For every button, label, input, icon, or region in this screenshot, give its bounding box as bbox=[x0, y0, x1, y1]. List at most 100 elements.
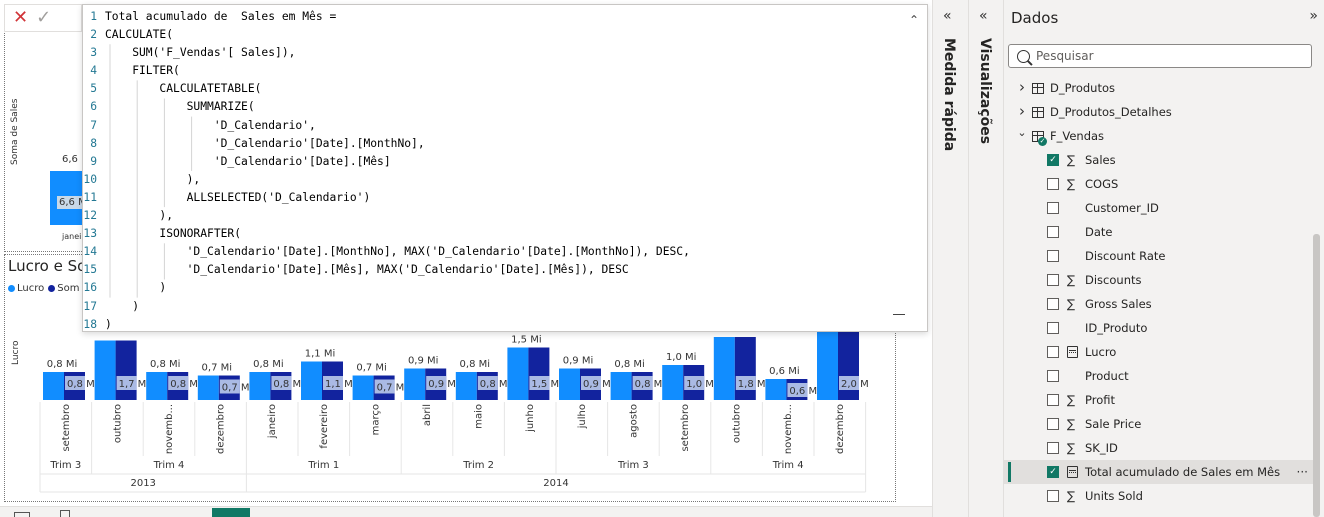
field-checkbox[interactable] bbox=[1047, 226, 1059, 238]
field-product[interactable]: Product bbox=[1004, 364, 1314, 388]
code-line[interactable]: 10 ), bbox=[83, 171, 690, 189]
code-text[interactable]: ) bbox=[105, 317, 112, 331]
field-checkbox[interactable] bbox=[1047, 418, 1059, 430]
code-text[interactable]: ) bbox=[105, 281, 167, 295]
field-sale-price[interactable]: ∑ Sale Price bbox=[1004, 412, 1314, 436]
bar-lucro[interactable] bbox=[43, 372, 64, 400]
search-box[interactable] bbox=[1008, 44, 1312, 68]
code-line[interactable]: 15 'D_Calendario'[Date].[Mês], MAX('D_Ca… bbox=[83, 261, 690, 279]
visualizacoes-pane[interactable]: « Visualizações bbox=[968, 0, 1004, 517]
report-canvas[interactable]: Soma de Sales 6,6 M 6,6 M janei Lucro e … bbox=[0, 0, 932, 517]
field-checkbox[interactable] bbox=[1047, 178, 1059, 190]
page-view-icon[interactable] bbox=[14, 512, 30, 517]
bar-lucro[interactable] bbox=[817, 330, 838, 400]
code-text[interactable]: ALLSELECTED('D_Calendario') bbox=[105, 190, 371, 204]
code-text[interactable]: ), bbox=[105, 172, 201, 186]
bar-lucro[interactable] bbox=[559, 368, 580, 401]
dax-formula-editor[interactable]: 1 Total acumulado de Sales em Mês = 2 CALCU… bbox=[82, 4, 928, 332]
more-options-icon[interactable]: ··· bbox=[1296, 465, 1308, 479]
code-line[interactable]: 7 'D_Calendario', bbox=[83, 117, 690, 135]
code-line[interactable]: 3 SUM('F_Vendas'[ Sales]), bbox=[83, 44, 690, 62]
field-sk-id[interactable]: ∑ SK_ID bbox=[1004, 436, 1314, 460]
code-line[interactable]: 9 'D_Calendario'[Date].[Mês] bbox=[83, 153, 690, 171]
bar-lucro[interactable] bbox=[146, 372, 168, 400]
bar-lucro[interactable] bbox=[352, 375, 374, 401]
chevron-right-icon[interactable]: › bbox=[1019, 78, 1025, 96]
legend-item-lucro[interactable]: Lucro bbox=[8, 283, 44, 294]
code-line[interactable]: 2 CALCULATE( bbox=[83, 26, 690, 44]
bar-lucro[interactable] bbox=[765, 379, 787, 400]
code-text[interactable]: CALCULATETABLE( bbox=[105, 82, 262, 96]
field-checkbox[interactable] bbox=[1047, 298, 1059, 310]
code-text[interactable]: ISONORAFTER( bbox=[105, 227, 242, 241]
field-checkbox[interactable]: ✓ bbox=[1047, 154, 1059, 166]
field-units-sold[interactable]: ∑ Units Sold bbox=[1004, 484, 1314, 508]
field-id-produto[interactable]: ID_Produto bbox=[1004, 316, 1314, 340]
visualizacoes-label[interactable]: Visualizações bbox=[977, 38, 993, 145]
field-discount-rate[interactable]: Discount Rate bbox=[1004, 244, 1314, 268]
code-line[interactable]: 14 'D_Calendario'[Date].[MonthNo], MAX('… bbox=[83, 243, 690, 261]
field-checkbox[interactable] bbox=[1047, 250, 1059, 262]
field-checkbox[interactable] bbox=[1047, 394, 1059, 406]
table-d-produtos[interactable]: › D_Produtos bbox=[1004, 76, 1314, 100]
field-checkbox[interactable] bbox=[1047, 274, 1059, 286]
code-line[interactable]: 17 ) bbox=[83, 298, 690, 316]
bar-lucro[interactable] bbox=[507, 347, 529, 401]
collapse-editor-button[interactable]: ⌃ bbox=[908, 13, 919, 27]
field-date[interactable]: Date bbox=[1004, 220, 1314, 244]
field-checkbox[interactable]: ✓ bbox=[1047, 466, 1059, 478]
code-line[interactable]: 8 'D_Calendario'[Date].[MonthNo], bbox=[83, 135, 690, 153]
field-checkbox[interactable] bbox=[1047, 346, 1059, 358]
code-text[interactable]: FILTER( bbox=[105, 64, 180, 78]
code-line[interactable]: 5 CALCULATETABLE( bbox=[83, 80, 690, 98]
legend-item-soma[interactable]: Som bbox=[48, 283, 79, 294]
code-text[interactable]: ) bbox=[105, 299, 140, 313]
bar-lucro[interactable] bbox=[301, 361, 322, 401]
editor-minimize-icon[interactable] bbox=[893, 314, 905, 315]
code-line[interactable]: 12 ), bbox=[83, 207, 690, 225]
field-profit[interactable]: ∑ Profit bbox=[1004, 388, 1314, 412]
chevron-double-left-icon[interactable]: « bbox=[943, 8, 952, 24]
code-text[interactable]: 'D_Calendario', bbox=[105, 118, 316, 132]
chevron-right-icon[interactable]: › bbox=[1019, 102, 1025, 120]
page-view-icon[interactable] bbox=[60, 510, 70, 517]
field-discounts[interactable]: ∑ Discounts bbox=[1004, 268, 1314, 292]
commit-formula-button[interactable]: ✓ bbox=[36, 7, 52, 28]
code-text[interactable]: SUM('F_Vendas'[ Sales]), bbox=[105, 46, 296, 60]
code-text[interactable]: SUMMARIZE( bbox=[105, 100, 255, 114]
cancel-formula-button[interactable]: ✕ bbox=[13, 7, 29, 28]
code-text[interactable]: ), bbox=[105, 209, 174, 223]
medida-rapida-pane[interactable]: « Medida rápida bbox=[932, 0, 968, 517]
field-cogs[interactable]: ∑ COGS bbox=[1004, 172, 1314, 196]
chevron-double-left-icon[interactable]: « bbox=[979, 8, 988, 24]
bar-lucro[interactable] bbox=[455, 372, 477, 400]
field-lucro[interactable]: Lucro bbox=[1004, 340, 1314, 364]
field-checkbox[interactable] bbox=[1047, 490, 1059, 502]
field-checkbox[interactable] bbox=[1047, 322, 1059, 334]
code-line[interactable]: 13 ISONORAFTER( bbox=[83, 225, 690, 243]
bar-soma[interactable] bbox=[734, 337, 756, 400]
bar-lucro[interactable] bbox=[610, 372, 632, 400]
dados-scrollbar[interactable] bbox=[1313, 234, 1320, 517]
chevron-down-icon[interactable]: ⌄ bbox=[1017, 126, 1027, 139]
code-line[interactable]: 18) bbox=[83, 316, 690, 334]
code-line[interactable]: 1 Total acumulado de Sales em Mês = bbox=[83, 8, 690, 26]
code-area[interactable]: 1 Total acumulado de Sales em Mês = 2 CALCU… bbox=[83, 8, 690, 334]
code-text[interactable]: 'D_Calendario'[Date].[Mês] bbox=[105, 154, 391, 168]
code-text[interactable]: Total acumulado de Sales em Mês = bbox=[105, 10, 337, 23]
bar-lucro[interactable] bbox=[713, 337, 735, 400]
field-gross-sales[interactable]: ∑ Gross Sales bbox=[1004, 292, 1314, 316]
code-line[interactable]: 4 FILTER( bbox=[83, 62, 690, 80]
sales-card-visual[interactable] bbox=[4, 30, 86, 252]
active-page-tab[interactable] bbox=[212, 508, 250, 517]
table-f-vendas[interactable]: ⌄ ✓ F_Vendas bbox=[1004, 124, 1314, 148]
search-input[interactable] bbox=[1036, 49, 1296, 63]
field-sales[interactable]: ✓ ∑ Sales bbox=[1004, 148, 1314, 172]
bar-lucro[interactable] bbox=[197, 375, 219, 401]
bar-soma[interactable] bbox=[115, 340, 137, 401]
code-text[interactable]: 'D_Calendario'[Date].[MonthNo], bbox=[105, 136, 425, 150]
code-line[interactable]: 6 SUMMARIZE( bbox=[83, 98, 690, 116]
code-line[interactable]: 16 ) bbox=[83, 279, 690, 297]
field-total-acumulado-de-sales-em-m-s[interactable]: ✓ Total acumulado de Sales em Mês ··· bbox=[1004, 460, 1314, 484]
bar-lucro[interactable] bbox=[94, 340, 116, 401]
